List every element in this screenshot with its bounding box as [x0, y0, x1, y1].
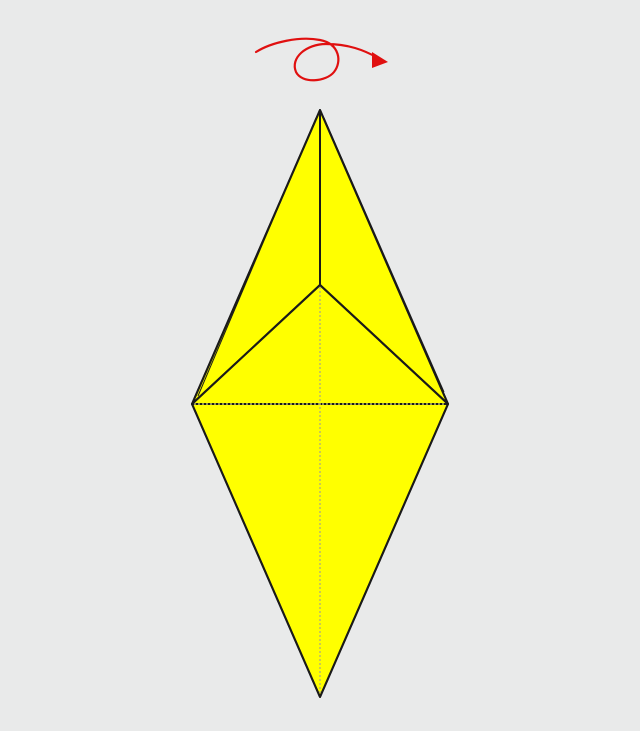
turn-over-arrow-head — [372, 52, 388, 68]
folded-paper — [191, 109, 449, 698]
turn-over-arrow-icon — [254, 37, 388, 82]
center-flap-top-edge — [191, 284, 449, 405]
paper-outline — [191, 109, 449, 698]
turn-over-arrow-path — [254, 37, 380, 82]
